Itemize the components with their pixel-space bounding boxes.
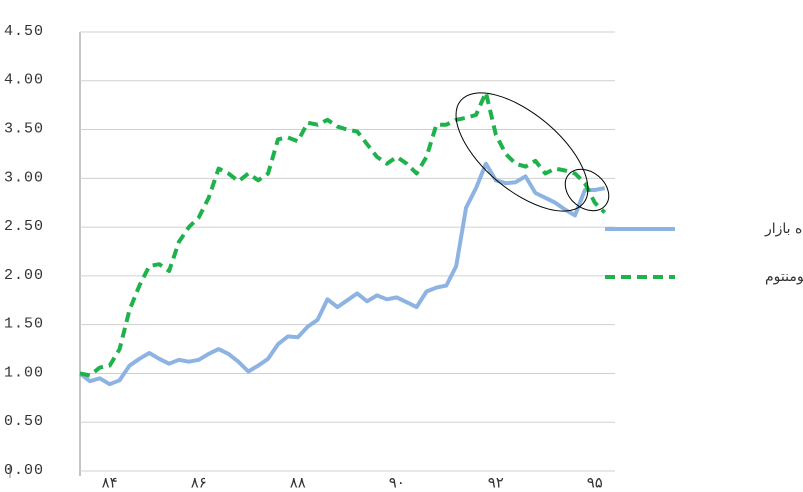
- x-tick-label: ۹۰: [389, 474, 405, 492]
- y-tick-label: 3.00: [4, 169, 44, 186]
- y-tick-label: 4.50: [4, 23, 44, 40]
- y-tick-label: 1.00: [4, 364, 44, 381]
- legend-label: بازده بازار: [764, 221, 803, 237]
- y-tick-label: 1.50: [4, 316, 44, 333]
- y-tick-label: 0.50: [4, 413, 44, 430]
- x-tick-label: ۸۴: [102, 474, 118, 492]
- x-tick-label: ۸۶: [191, 474, 207, 492]
- y-tick-label: 4.00: [4, 72, 44, 89]
- y-tick-label: 0.00: [4, 462, 44, 479]
- highlight-ellipse: [455, 92, 589, 212]
- y-tick-label: 2.00: [4, 267, 44, 284]
- x-tick-label: ۸۸: [290, 474, 306, 492]
- series-line: [78, 161, 606, 387]
- series-line: [79, 90, 607, 378]
- highlight-ellipse: [564, 168, 610, 212]
- y-tick-label: 3.50: [4, 121, 44, 138]
- x-tick-label: ۹۵: [587, 474, 603, 492]
- legend-label: بازده مومنتوم: [765, 269, 803, 285]
- y-tick-label: 2.50: [4, 218, 44, 235]
- x-tick-label: ۹۲: [488, 474, 504, 492]
